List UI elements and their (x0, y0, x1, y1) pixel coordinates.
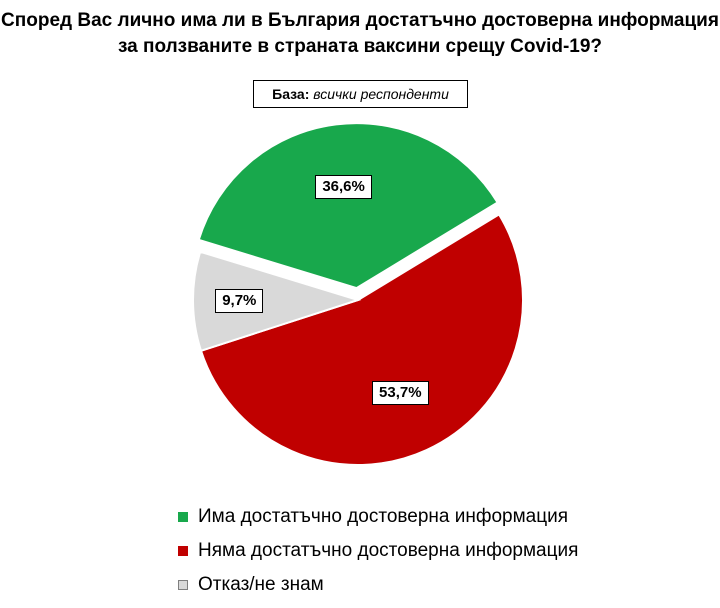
base-note-label: База: (272, 86, 310, 102)
legend: Има достатъчно достоверна информация Ням… (178, 500, 578, 602)
chart-title: Според Вас лично има ли в България доста… (0, 8, 720, 60)
pie-slice-no (199, 213, 524, 466)
legend-label-refusal: Отказ/не знам (198, 574, 324, 595)
chart-title-line-1: Според Вас лично има ли в България доста… (1, 10, 719, 31)
data-label-yes: 36,6% (315, 174, 372, 199)
pie-chart (192, 122, 524, 466)
legend-label-no: Няма достатъчно достоверна информация (198, 540, 579, 561)
pie-slice-refusal (192, 250, 362, 353)
legend-item-yes: Има достатъчно достоверна информация (178, 500, 578, 534)
legend-item-refusal: Отказ/не знам (178, 568, 578, 602)
data-label-no: 53,7% (372, 381, 429, 406)
legend-swatch-refusal (178, 580, 188, 590)
legend-label-yes: Има достатъчно достоверна информация (198, 506, 569, 527)
chart-title-line-2: за ползваните в страната ваксини срещу C… (117, 36, 603, 57)
pie-slice-yes (197, 122, 499, 290)
legend-item-no: Няма достатъчно достоверна информация (178, 534, 578, 568)
data-label-refusal: 9,7% (215, 288, 264, 313)
legend-swatch-yes (178, 512, 188, 522)
base-note-value: всички респонденти (313, 86, 449, 102)
base-note: База: всички респонденти (253, 80, 468, 108)
legend-swatch-no (178, 546, 188, 556)
